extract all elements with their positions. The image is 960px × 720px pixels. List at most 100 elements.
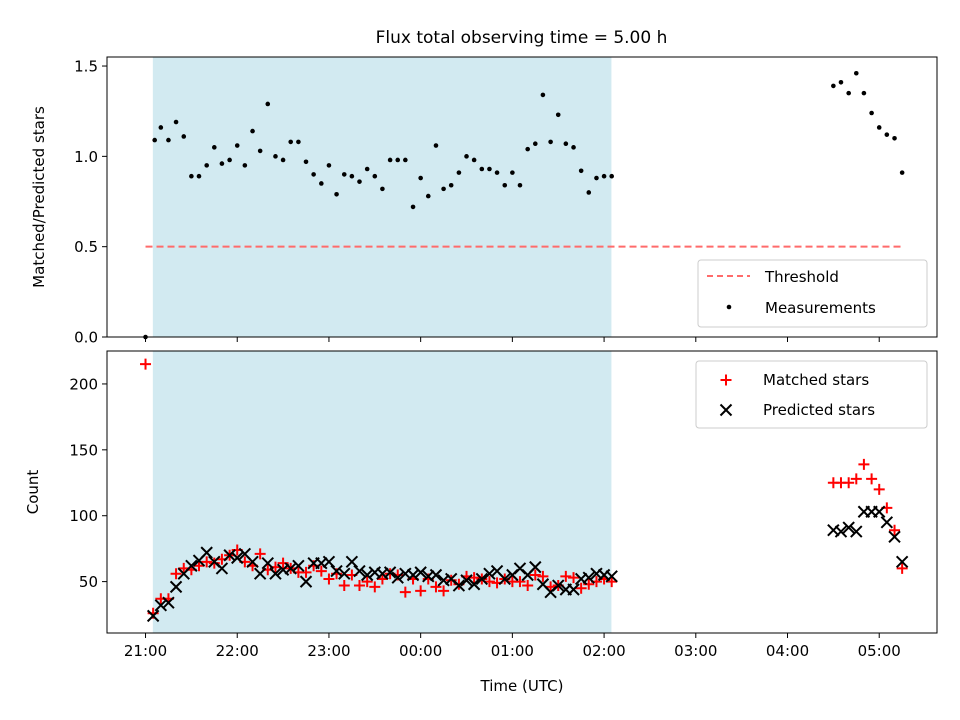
predicted-star-point (452, 579, 466, 592)
measurement-point (257, 148, 263, 154)
measurements-layer (143, 70, 905, 340)
predicted-star-point (842, 521, 855, 534)
matched-star-point (560, 570, 572, 582)
measurement-point (861, 90, 867, 96)
matched-star-point (323, 573, 335, 585)
x-tick-label: 02:00 (582, 642, 625, 660)
observing-window-span (152, 351, 612, 633)
ratio-panel: 0.0 0.5 1.0 1.5 Matched/Predicted stars Thr… (30, 56, 938, 347)
legend-predicted-swatch (719, 403, 733, 417)
count-legend-box (695, 360, 928, 429)
measurement-point (288, 139, 294, 145)
matched-star-point (430, 581, 442, 593)
predicted-star-point (299, 575, 313, 588)
matched-star-point (193, 560, 205, 572)
predicted-star-point (475, 572, 489, 586)
count-x-ticks: 21:00 22:00 23:00 00:00 01:00 02:00 03:00 04:00… (124, 633, 901, 660)
matched-star-point (850, 473, 862, 485)
measurement-point (296, 139, 301, 145)
measurement-point (166, 137, 171, 143)
predicted-star-point (498, 572, 511, 586)
predicted-star-point (269, 567, 282, 580)
predicted-star-point (467, 578, 481, 591)
x-tick-label: 04:00 (766, 642, 809, 660)
measurement-point (548, 139, 553, 145)
predicted-star-point (345, 555, 359, 569)
chart-title: Flux total observing time = 5.00 h (376, 28, 668, 48)
y-tick-label: 0.0 (74, 329, 98, 347)
measurement-point (380, 186, 385, 192)
measurement-point (609, 173, 614, 179)
y-tick-label: 50 (79, 573, 98, 591)
measurement-point (510, 170, 515, 175)
measurement-point (364, 166, 370, 172)
matched-star-point (438, 585, 450, 597)
measurement-point (532, 141, 538, 147)
count-legend: Matched stars Predicted stars (695, 360, 928, 429)
matched-star-point (140, 358, 152, 370)
predicted-star-point (529, 560, 542, 574)
matched-star-point (170, 568, 182, 580)
measurement-point (456, 170, 462, 175)
predicted-star-point (292, 559, 305, 573)
measurement-point (319, 181, 324, 186)
measurement-point (212, 145, 217, 150)
matched-star-point (889, 524, 901, 536)
count-plot-frame (106, 350, 938, 634)
measurement-point (311, 172, 316, 177)
legend-predicted-label: Predicted stars (763, 401, 875, 419)
measurement-point (387, 157, 393, 163)
measurement-point (578, 168, 584, 174)
measurement-point (555, 112, 561, 118)
measurement-point (487, 166, 492, 172)
matched-star-point (537, 570, 549, 582)
measurement-point (502, 182, 508, 188)
predicted-star-point (162, 596, 175, 609)
predicted-star-point (223, 549, 236, 562)
measurement-point (540, 92, 546, 98)
measurement-point (884, 132, 890, 137)
measurement-point (838, 79, 844, 85)
measurement-point (334, 191, 339, 197)
measurement-point (601, 173, 607, 179)
legend-matched-label: Matched stars (763, 371, 869, 389)
measurement-point (273, 154, 278, 159)
measurement-point (204, 163, 209, 168)
measurement-point (441, 186, 446, 192)
predicted-star-point (414, 566, 427, 579)
matched-star-point (529, 569, 541, 581)
predicted-star-point (185, 559, 198, 573)
matched-star-point (575, 582, 587, 594)
measurement-point (219, 161, 225, 166)
matched-star-point (514, 576, 526, 588)
ratio-legend: Threshold Measurements (697, 259, 928, 328)
measurement-point (227, 157, 232, 163)
ratio-y-ticks: 0.0 0.5 1.0 1.5 (74, 58, 107, 347)
measurement-point (152, 137, 157, 143)
measurement-point (341, 172, 347, 177)
predicted-star-point (353, 564, 366, 578)
predicted-stars-layer (146, 505, 909, 623)
measurement-point (831, 83, 836, 89)
measurement-point (517, 182, 523, 188)
measurement-point (563, 141, 569, 147)
legend-threshold-label: Threshold (764, 268, 839, 286)
predicted-star-point (834, 525, 848, 538)
predicted-star-point (253, 567, 267, 580)
matched-star-point (896, 562, 908, 574)
matched-star-point (201, 556, 213, 568)
y-tick-label: 1.5 (74, 58, 98, 76)
predicted-star-point (895, 555, 909, 569)
measurement-point (303, 159, 309, 165)
predicted-star-point (338, 567, 351, 580)
legend-matched-marker (720, 374, 732, 386)
measurement-point (158, 125, 164, 130)
legend-matched-swatch (720, 374, 732, 386)
measurement-point (892, 135, 897, 141)
ratio-y-axis-label: Matched/Predicted stars (30, 106, 48, 288)
measurement-point (196, 173, 202, 179)
matched-star-point (399, 586, 411, 598)
measurement-point (250, 128, 255, 134)
predicted-star-point (261, 556, 274, 570)
